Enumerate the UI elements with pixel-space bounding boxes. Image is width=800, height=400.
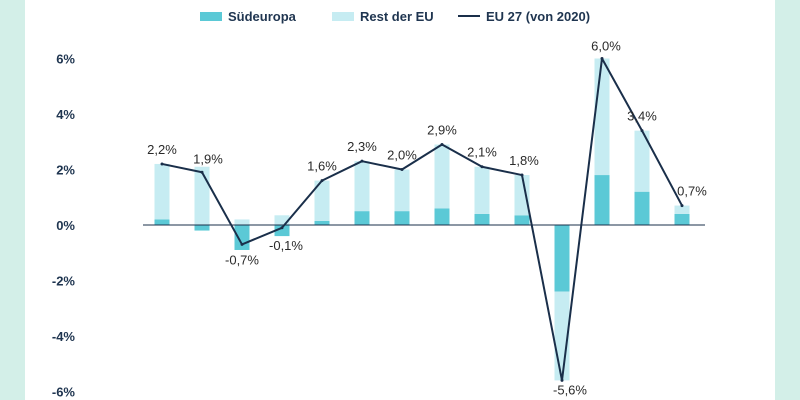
bar-rest-der-eu [594,58,610,176]
bars [154,58,690,381]
bar-suedeuropa [634,191,650,225]
legend-label: Rest der EU [360,9,434,24]
line-point-eu27 [280,226,284,230]
bar-rest-der-eu [154,163,170,220]
bar-rest-der-eu [274,215,290,225]
bar-suedeuropa [154,219,170,225]
line-point-eu27 [160,162,164,166]
line-series [160,57,684,382]
data-label: 1,9% [193,151,223,166]
bar-suedeuropa [314,220,330,225]
bar-rest-der-eu [634,130,650,192]
bar-suedeuropa [434,208,450,225]
y-tick-label: 4% [56,107,75,122]
legend-label: EU 27 (von 2020) [486,9,590,24]
data-label: 2,2% [147,142,177,157]
y-tick-label: -6% [52,385,76,400]
bar-rest-der-eu [394,169,410,212]
y-tick-label: -4% [52,329,76,344]
data-label: 1,8% [509,153,539,168]
data-label: -0,7% [225,252,259,267]
growth-chart: Südeuropa Rest der EU EU 27 (von 2020) 6% 4… [52,9,707,400]
bar-rest-der-eu [194,166,210,225]
bar-rest-der-eu [674,205,690,214]
legend-swatch-suedeuropa [200,12,222,21]
bar-suedeuropa [514,215,530,225]
legend-label: Südeuropa [228,9,297,24]
bar-suedeuropa [194,225,210,231]
bar-rest-der-eu [354,161,370,212]
data-label: 3,4% [627,109,657,124]
line-eu27 [161,57,683,382]
data-label: -5,6% [553,382,587,397]
line-point-eu27 [240,242,244,246]
data-label: 2,1% [467,145,497,160]
line-point-eu27 [200,170,204,174]
data-label: 1,6% [307,159,337,174]
line-point-eu27 [680,204,684,208]
y-tick-label: -2% [52,274,76,289]
bar-rest-der-eu [434,144,450,209]
bar-suedeuropa [474,213,490,225]
data-label: 0,7% [677,184,707,199]
data-label: -0,1% [269,238,303,253]
y-tick-label: 2% [56,163,75,178]
bar-rest-der-eu [474,166,490,214]
bar-rest-der-eu [234,219,250,225]
bar-suedeuropa [234,225,250,250]
legend-swatch-rest-der-eu [332,12,354,21]
chart-panel: Südeuropa Rest der EU EU 27 (von 2020) 6% 4… [25,0,775,400]
line-point-eu27 [600,57,604,60]
data-label: 2,9% [427,123,457,138]
data-labels: 2,2% 1,9% -0,7% -0,1% 1,6% 2,3% 2,0% 2,9% 2,1% 1,… [147,39,707,398]
y-tick-label: 6% [56,52,75,67]
line-point-eu27 [480,165,484,169]
bar-suedeuropa [274,225,290,237]
line-point-eu27 [640,129,644,133]
bar-suedeuropa [594,175,610,225]
line-point-eu27 [440,143,444,147]
bar-rest-der-eu [314,180,330,221]
data-label: 6,0% [591,39,621,54]
line-point-eu27 [360,159,364,163]
line-point-eu27 [400,168,404,171]
line-point-eu27 [560,378,564,382]
data-label: 2,0% [387,148,417,163]
data-label: 2,3% [347,139,377,154]
bar-suedeuropa [394,211,410,225]
bar-rest-der-eu [514,175,530,216]
line-point-eu27 [520,173,524,177]
line-point-eu27 [320,179,324,183]
y-tick-label: 0% [56,218,75,233]
legend: Südeuropa Rest der EU EU 27 (von 2020) [200,9,590,24]
y-axis: 6% 4% 2% 0% -2% -4% -6% [52,52,76,400]
bar-suedeuropa [674,213,690,225]
bar-suedeuropa [554,225,570,292]
bar-suedeuropa [354,211,370,225]
